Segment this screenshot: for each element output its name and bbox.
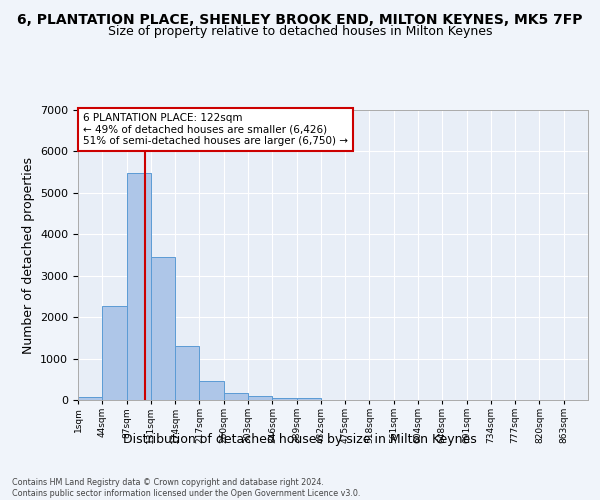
Bar (78, 396, 102, 400)
Bar (151, 257, 175, 400)
Bar (224, 394, 248, 400)
Bar (296, 398, 321, 400)
Text: Size of property relative to detached houses in Milton Keynes: Size of property relative to detached ho… (108, 25, 492, 38)
Bar (127, 174, 151, 400)
Bar (102, 306, 127, 400)
Bar (272, 398, 296, 400)
Y-axis label: Number of detached properties: Number of detached properties (22, 156, 35, 354)
Text: Contains HM Land Registry data © Crown copyright and database right 2024.
Contai: Contains HM Land Registry data © Crown c… (12, 478, 361, 498)
Bar (248, 396, 272, 400)
Bar (199, 381, 224, 400)
Text: 6, PLANTATION PLACE, SHENLEY BROOK END, MILTON KEYNES, MK5 7FP: 6, PLANTATION PLACE, SHENLEY BROOK END, … (17, 12, 583, 26)
Text: 6 PLANTATION PLACE: 122sqm
← 49% of detached houses are smaller (6,426)
51% of s: 6 PLANTATION PLACE: 122sqm ← 49% of deta… (83, 113, 348, 146)
Text: Distribution of detached houses by size in Milton Keynes: Distribution of detached houses by size … (123, 432, 477, 446)
Bar (175, 346, 199, 400)
